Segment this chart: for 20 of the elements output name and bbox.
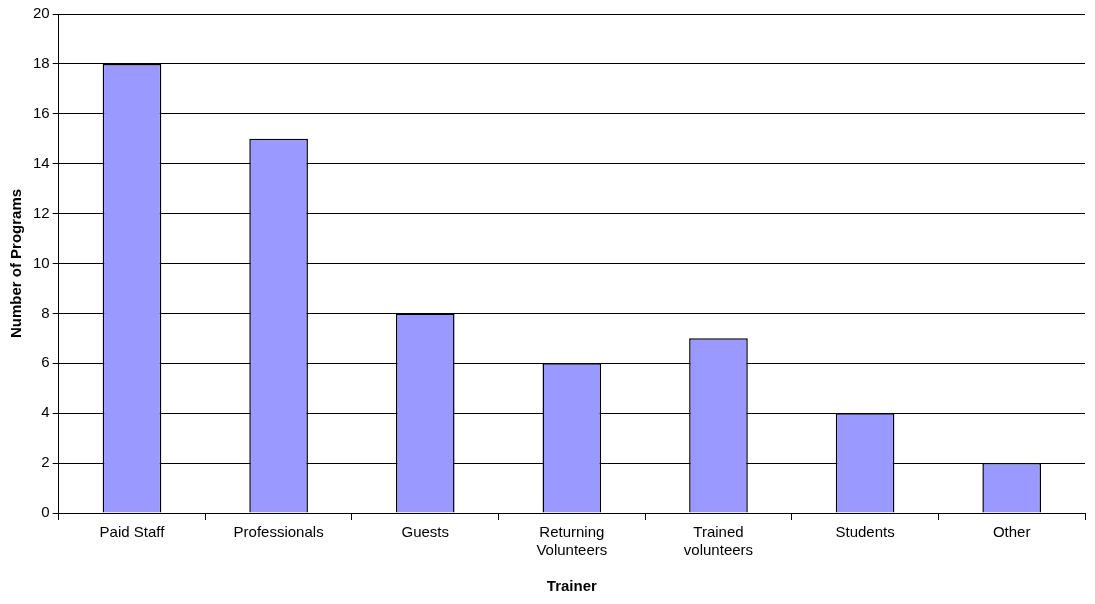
x-tick-label: Students — [835, 523, 895, 541]
x-axis-title: Trainer — [546, 577, 598, 595]
y-axis-title: Number of Programs — [7, 188, 25, 339]
y-tick-label: 0 — [41, 503, 50, 521]
y-tick-label: 18 — [33, 54, 50, 72]
x-tick-label: Professionals — [233, 523, 324, 541]
y-tick-label: 10 — [33, 253, 50, 271]
y-tick-label: 6 — [41, 353, 50, 371]
x-tick-label: Guests — [401, 523, 449, 541]
y-tick-label: 16 — [33, 103, 50, 121]
y-tick-label: 14 — [33, 153, 50, 171]
y-tick-label: 20 — [33, 4, 50, 22]
x-tick-label: Paid Staff — [99, 523, 166, 541]
y-tick-label: 8 — [41, 303, 50, 321]
x-tick-label: Trained volunteers — [683, 523, 754, 559]
y-tick-label: 12 — [33, 203, 50, 221]
y-tick-label: 2 — [41, 453, 50, 471]
y-tick-label: 4 — [41, 403, 50, 421]
x-tick-label: Returning Volunteers — [536, 523, 608, 559]
x-tick-label: Other — [992, 523, 1031, 541]
